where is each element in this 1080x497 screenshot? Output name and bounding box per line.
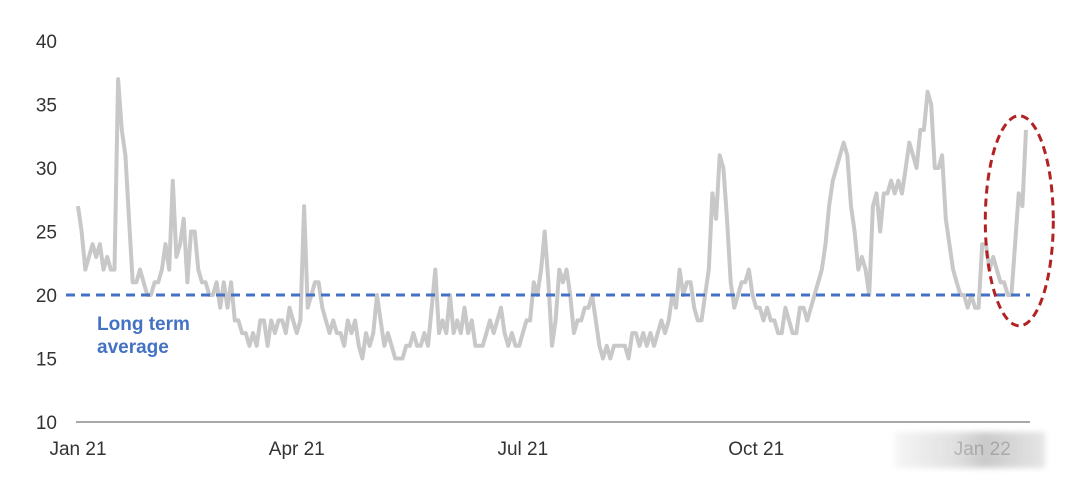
long-term-average-label-line2: average bbox=[97, 337, 169, 358]
y-tick-label: 30 bbox=[36, 159, 57, 180]
y-tick-label: 15 bbox=[36, 350, 57, 371]
highlight-ellipse bbox=[983, 114, 1055, 328]
x-tick-label: Jul 21 bbox=[497, 439, 548, 460]
y-tick-label: 10 bbox=[36, 413, 57, 434]
series-line bbox=[76, 77, 1028, 361]
x-tick-label: Oct 21 bbox=[728, 439, 784, 460]
y-tick-label: 35 bbox=[36, 96, 57, 117]
y-axis-labels: 10 15 20 25 30 35 40 bbox=[36, 32, 57, 434]
x-tick-label: Jan 21 bbox=[49, 439, 106, 460]
long-term-average-label-line1: Long term bbox=[97, 314, 190, 335]
x-tick-label: Apr 21 bbox=[269, 439, 325, 460]
y-tick-label: 40 bbox=[36, 32, 57, 53]
y-tick-label: 20 bbox=[36, 286, 57, 307]
blurred-watermark bbox=[895, 432, 1045, 468]
y-tick-label: 25 bbox=[36, 223, 57, 244]
